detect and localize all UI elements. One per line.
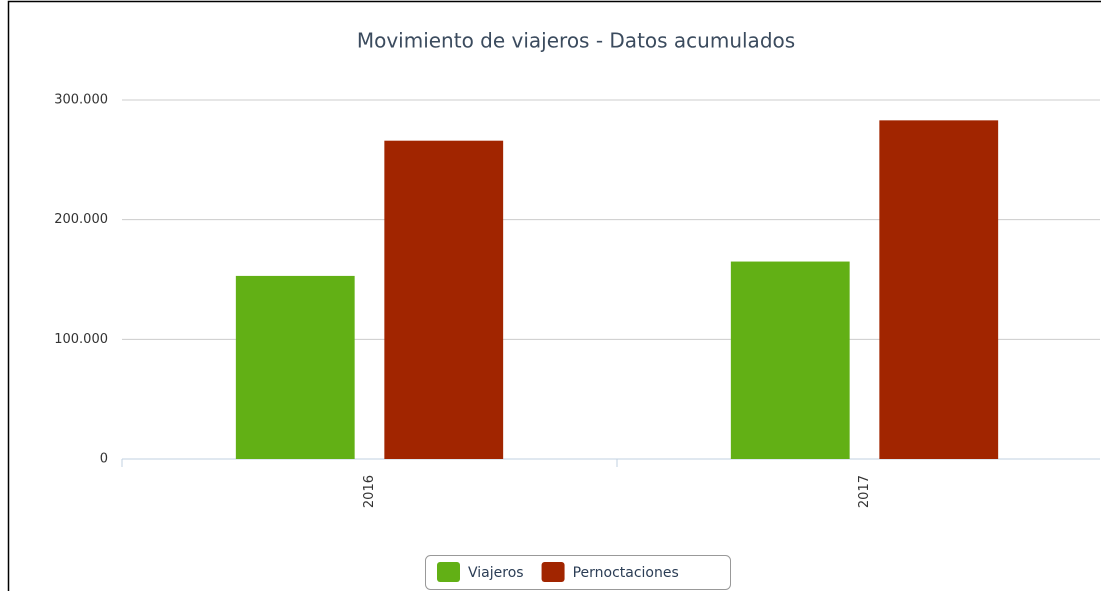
bar xyxy=(730,261,850,459)
legend-swatch xyxy=(437,562,460,582)
legend-label: Viajeros xyxy=(468,565,524,581)
y-tick-label: 100.000 xyxy=(54,332,108,347)
x-tick-label: 2016 xyxy=(362,475,377,508)
x-tick-label: 2017 xyxy=(857,475,872,508)
chart-title: Movimiento de viajeros - Datos acumulado… xyxy=(357,29,795,53)
y-tick-label: 300.000 xyxy=(54,93,108,108)
y-tick-label: 200.000 xyxy=(54,212,108,227)
legend-label: Pernoctaciones xyxy=(573,565,679,581)
bar xyxy=(879,120,999,460)
frame xyxy=(7,0,1101,591)
legend: Viajeros Pernoctaciones xyxy=(425,555,731,590)
y-tick-label: 0 xyxy=(100,452,108,467)
bar xyxy=(384,140,504,460)
legend-swatch xyxy=(541,562,565,582)
bar xyxy=(235,275,355,459)
legend-box xyxy=(425,555,731,590)
